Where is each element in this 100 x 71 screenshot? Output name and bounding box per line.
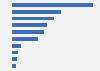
Bar (12, 51, 18, 54)
Bar (12, 37, 38, 41)
Bar (12, 64, 16, 68)
Bar (12, 3, 93, 7)
Bar (12, 30, 44, 34)
Bar (12, 10, 61, 13)
Bar (12, 17, 54, 20)
Bar (12, 58, 17, 61)
Bar (12, 44, 22, 48)
Bar (12, 23, 47, 27)
